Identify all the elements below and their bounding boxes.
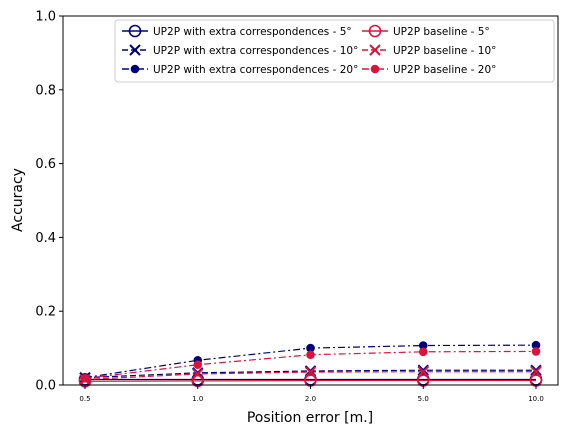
y-tick-label: 0.0	[35, 379, 56, 394]
data-point-stroke	[304, 366, 317, 378]
y-tick-label: 0.4	[35, 231, 56, 246]
data-point-stroke	[417, 366, 429, 378]
legend-marker	[368, 24, 382, 38]
legend-marker	[370, 64, 380, 74]
legend-box	[114, 19, 555, 83]
legend-label: UP2P baseline - 10°	[393, 45, 496, 57]
legend-label: UP2P baseline - 20°	[393, 64, 496, 76]
data-point	[530, 364, 542, 376]
data-point	[418, 347, 428, 357]
legend-label: UP2P baseline - 5°	[393, 26, 490, 38]
data-point-stroke	[530, 366, 542, 378]
data-point	[306, 350, 315, 360]
data-point	[80, 374, 90, 383]
legend: UP2P with extra correspondences - 5° UP2P…	[114, 19, 555, 83]
y-tick-label: 0.8	[35, 83, 56, 98]
legend-marker	[369, 44, 381, 56]
series-4	[79, 366, 542, 386]
x-tick-label: 0.5	[79, 395, 90, 403]
y-axis: 0.0 0.2 0.4 0.6 0.8 1.0	[35, 10, 63, 394]
data-point	[530, 366, 542, 378]
x-tick-label: 5.0	[418, 395, 429, 403]
x-axis: 0.5 1.0 2.0 5.0 10.0	[79, 385, 544, 403]
legend-label: UP2P with extra correspondences - 10°	[153, 45, 358, 57]
series-layer	[78, 340, 543, 388]
x-tick-label: 1.0	[192, 395, 203, 403]
data-point-stroke	[417, 364, 429, 376]
x-tick-label: 10.0	[528, 395, 544, 403]
y-tick-label: 1.0	[35, 10, 56, 25]
y-tick-label: 0.2	[35, 305, 56, 320]
x-axis-title: Position error [m.]	[247, 410, 373, 426]
y-axis-title: Accuracy	[10, 168, 26, 232]
data-point-stroke	[530, 364, 542, 376]
data-point	[417, 364, 429, 376]
legend-marker-stroke	[369, 44, 381, 56]
legend-marker	[128, 24, 142, 38]
data-point	[193, 360, 203, 370]
legend-marker	[130, 64, 140, 74]
data-point	[417, 366, 429, 378]
series-5	[80, 347, 541, 383]
x-tick-label: 2.0	[305, 395, 316, 403]
legend-label: UP2P with extra correspondences - 5°	[153, 26, 352, 38]
data-point-stroke	[192, 368, 204, 380]
legend-marker	[129, 44, 141, 56]
y-tick-label: 0.6	[35, 157, 56, 172]
data-point	[531, 347, 541, 356]
data-point	[192, 368, 204, 380]
data-point	[304, 366, 317, 378]
series-line	[84, 379, 536, 382]
legend-label: UP2P with extra correspondences - 20°	[153, 64, 358, 76]
legend-marker-stroke	[129, 44, 141, 56]
